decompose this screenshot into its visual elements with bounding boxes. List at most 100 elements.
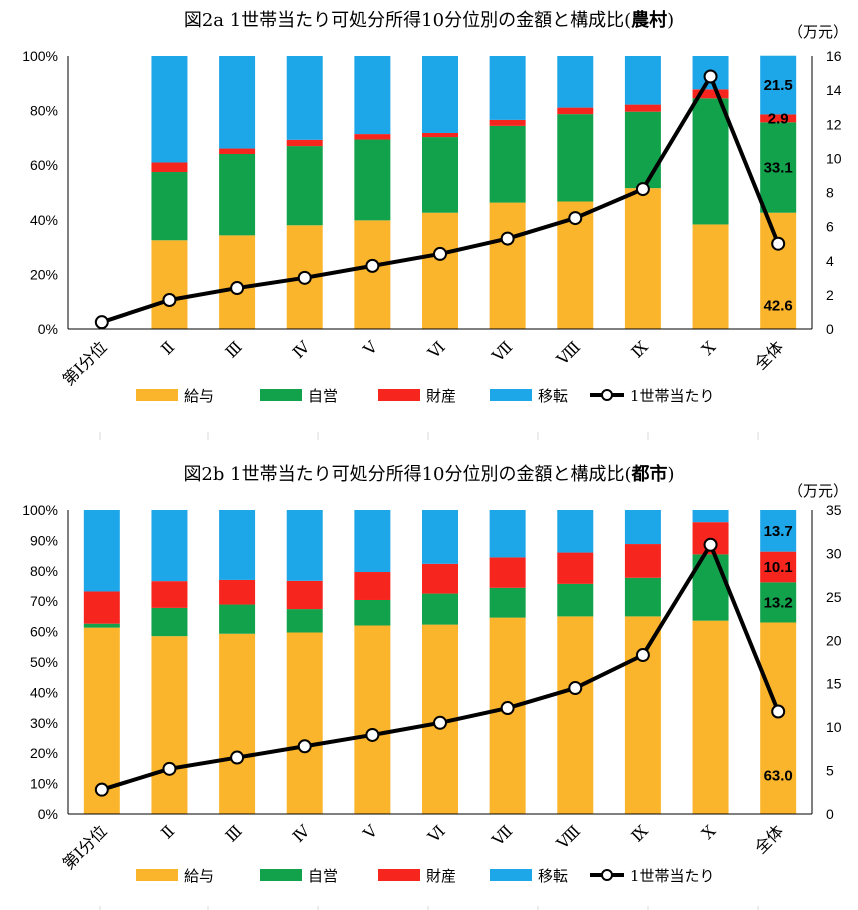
y-tick-label: 80% [30, 563, 58, 579]
y-tick-label: 40% [30, 684, 58, 700]
bar-segment-transfer [760, 55, 797, 115]
x-tick-label: Ⅴ [359, 821, 382, 844]
per-household-point [568, 681, 583, 696]
y-tick-label: 30% [30, 715, 58, 731]
y2-tick-label: 4 [826, 253, 834, 269]
bar-segment-self [557, 114, 594, 202]
bar-segment-property [286, 580, 323, 610]
per-household-point [297, 270, 312, 285]
data-label: 10.1 [764, 559, 793, 576]
chart-title-end: ) [667, 10, 674, 31]
x-tick-label: Ⅸ [627, 337, 652, 362]
chart-title: 図2b 1世帯当たり可処分所得10分位別の金額と構成比(都市) [183, 463, 674, 485]
bar-segment-property [760, 551, 797, 583]
bar-segment-self [151, 172, 188, 241]
y2-tick-label: 12 [826, 116, 842, 132]
y2-tick-label: 14 [826, 82, 842, 98]
x-tick-label: Ⅸ [627, 821, 652, 846]
legend-swatch [378, 389, 420, 401]
bar-segment-self [692, 98, 729, 225]
bar-segment-property [151, 581, 188, 608]
y2-tick-label: 6 [826, 219, 834, 235]
y2-tick-label: 35 [826, 502, 842, 518]
chart-rural: 図2a 1世帯当たり可処分所得10分位別の金額と構成比(農村) （万元） 0% 20%… [22, 9, 848, 440]
legend-label: 移転 [538, 387, 568, 405]
x-tick-label: 全体 [751, 821, 787, 857]
per-household-point [297, 739, 312, 754]
x-tick-label: Ⅹ [698, 337, 720, 359]
bar-segment-salary [354, 625, 391, 814]
bar-segment-transfer [489, 56, 526, 120]
y2-tick-label: 25 [826, 589, 842, 605]
y-tick-label: 50% [30, 654, 58, 670]
per-household-point [568, 211, 583, 226]
bar-segment-property [760, 114, 797, 123]
legend-swatch [490, 869, 532, 881]
bar-segment-property [354, 572, 391, 600]
bar-segment-property [83, 591, 120, 624]
y2-tick-label: 16 [826, 48, 842, 64]
bar-segment-self [624, 111, 661, 189]
chart-urban: 図2b 1世帯当たり可処分所得10分位別の金額と構成比(都市) （万元） 0% 10%… [22, 463, 848, 910]
data-label: 21.5 [764, 77, 793, 94]
legend-label: 財産 [426, 387, 456, 405]
legend-label: 財産 [426, 867, 456, 885]
x-tick-label: 第Ⅰ分位 [59, 821, 111, 873]
legend-swatch [490, 389, 532, 401]
bar-segment-self [354, 599, 391, 626]
y-tick-label: 60% [30, 157, 58, 173]
bar-segment-transfer [557, 510, 594, 553]
bar-segment-property [692, 89, 729, 99]
bar-segment-self [151, 607, 188, 637]
bar-segment-self [624, 577, 661, 617]
bar-segment-transfer [354, 56, 391, 135]
y-tick-label: 70% [30, 593, 58, 609]
bar-segment-transfer [557, 56, 594, 108]
bar-segment-salary [489, 617, 526, 814]
data-label: 2.9 [768, 110, 789, 127]
x-tick-label: Ⅶ [488, 337, 517, 366]
per-household-point [771, 236, 786, 251]
bar-segment-self [286, 609, 323, 633]
bar-segment-property [624, 104, 661, 112]
y-tick-label: 100% [22, 502, 58, 518]
bar-segment-self [422, 593, 458, 625]
bar-segment-salary [354, 220, 391, 329]
bar-segment-salary [557, 616, 594, 814]
per-household-point [230, 750, 245, 765]
y2-tick-label: 20 [826, 632, 842, 648]
data-label: 13.2 [764, 594, 793, 611]
chart-title-main: 図2b 1世帯当たり可処分所得10分位別の金額と構成比( [183, 464, 631, 485]
legend-swatch [136, 869, 178, 881]
x-tick-label: Ⅴ [359, 337, 382, 360]
data-label: 33.1 [764, 160, 793, 177]
legend-marker [601, 869, 613, 881]
y-tick-label: 0% [38, 806, 58, 822]
y2-tick-label: 8 [826, 185, 834, 201]
x-tick-label: Ⅱ [157, 337, 178, 358]
bar-segment-transfer [219, 510, 256, 580]
bar-segment-transfer [624, 510, 661, 545]
y2-tick-label: 10 [826, 719, 842, 735]
x-tick-label: Ⅲ [222, 821, 246, 845]
chart-title: 図2a 1世帯当たり可処分所得10分位別の金額と構成比(農村) [184, 9, 674, 31]
bar-segment-self [489, 125, 526, 203]
secondary-axis-unit: （万元） [788, 23, 848, 41]
bar-segment-property [286, 139, 323, 147]
legend-swatch [378, 869, 420, 881]
x-tick-label: 全体 [751, 337, 787, 373]
y-tick-label: 80% [30, 103, 58, 119]
per-household-point [365, 727, 380, 742]
bar-segment-self [760, 122, 797, 213]
bar-segment-transfer [692, 510, 729, 523]
y-tick-label: 20% [30, 745, 58, 761]
x-tick-label: Ⅷ [552, 337, 584, 369]
bar-segment-transfer [760, 510, 797, 552]
bar-segment-salary [219, 633, 256, 814]
bar-segment-self [557, 583, 594, 617]
y-tick-label: 90% [30, 532, 58, 548]
bar-segment-salary [151, 636, 188, 814]
data-label: 63.0 [764, 768, 793, 785]
bar-segment-self [219, 154, 256, 236]
y2-tick-label: 5 [826, 763, 834, 779]
